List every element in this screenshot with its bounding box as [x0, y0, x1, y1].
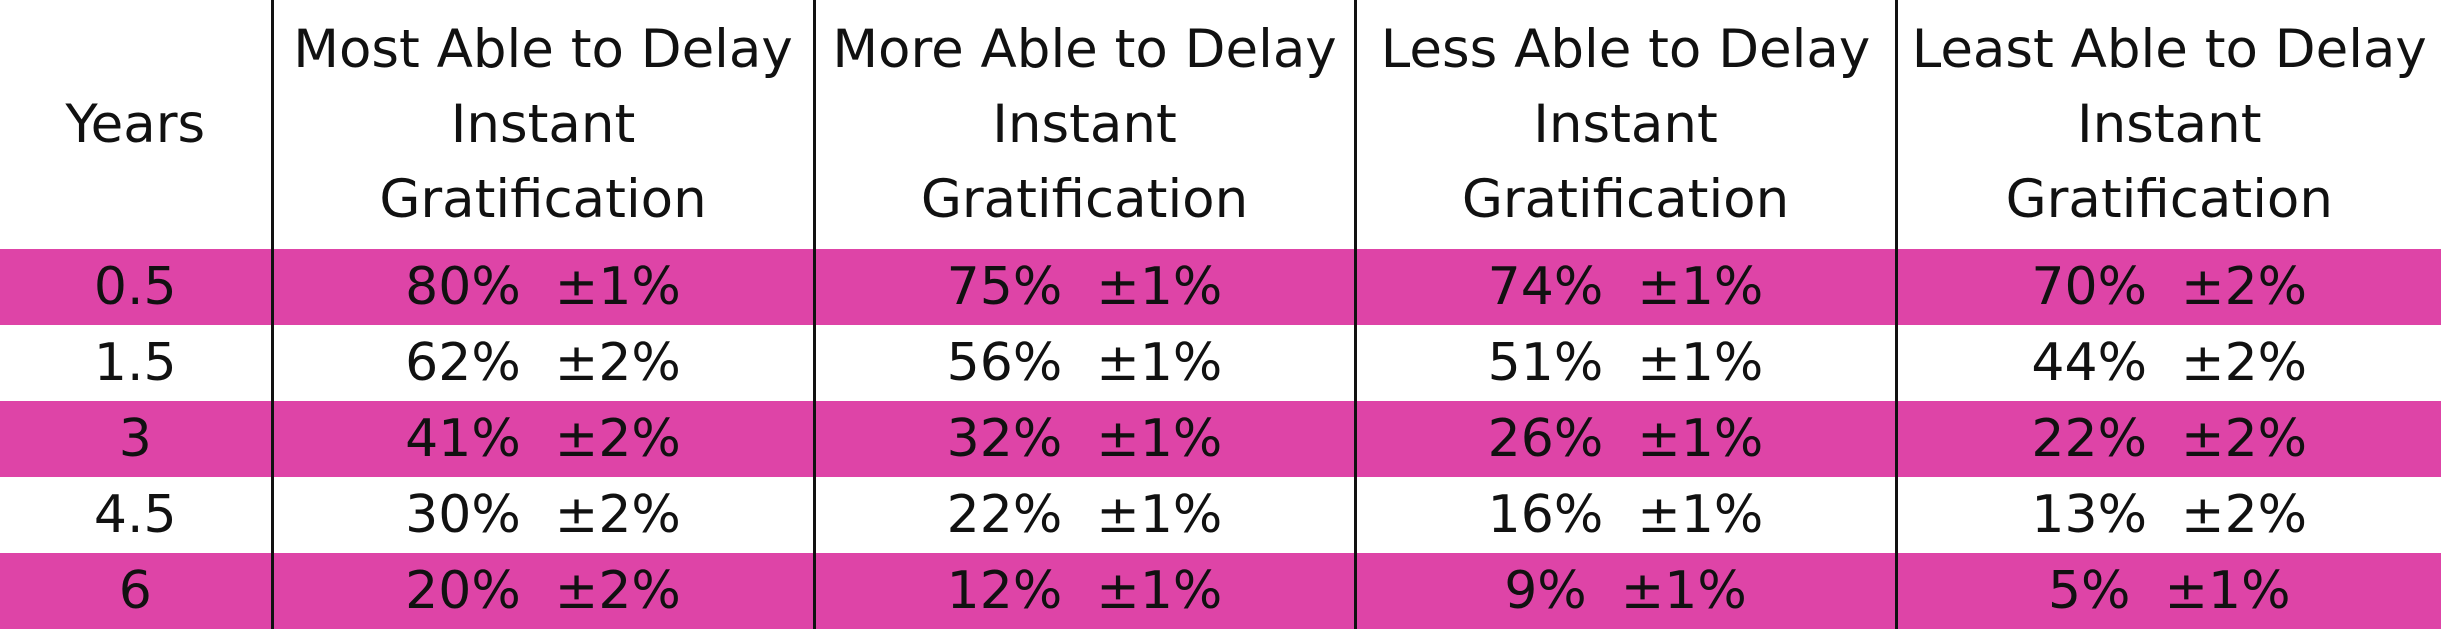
- cell-value: 26%: [1487, 409, 1604, 469]
- data-cell: 41% ±2%: [270, 401, 814, 477]
- column-header-most-able: Most Able to Delay Instant Gratification: [270, 0, 814, 249]
- cell-error: ±2%: [554, 561, 681, 621]
- table-row: 3 41% ±2% 32% ±1% 26% ±1% 22% ±2%: [0, 401, 2441, 477]
- cell-error: ±1%: [1096, 333, 1223, 393]
- table-row: 0.5 80% ±1% 75% ±1% 74% ±1% 70% ±2%: [0, 249, 2441, 325]
- cell-value: 62%: [405, 333, 521, 393]
- header-row: Years Most Able to Delay Instant Gratifi…: [0, 0, 2441, 249]
- data-cell: 22% ±2%: [1894, 401, 2441, 477]
- year-cell: 4.5: [0, 477, 272, 553]
- cell-value: 51%: [1487, 333, 1604, 393]
- table-row: 1.5 62% ±2% 56% ±1% 51% ±1% 44% ±2%: [0, 325, 2441, 401]
- cell-error: ±1%: [1637, 409, 1764, 469]
- data-cell: 32% ±1%: [812, 401, 1355, 477]
- data-cell: 22% ±1%: [812, 477, 1355, 553]
- table-row: 4.5 30% ±2% 22% ±1% 16% ±1% 13% ±2%: [0, 477, 2441, 553]
- cell-error: ±1%: [1096, 257, 1223, 317]
- year-cell: 0.5: [0, 249, 272, 325]
- cell-value: 70%: [2031, 257, 2147, 317]
- column-header-label: Most Able to Delay Instant Gratification: [293, 19, 793, 230]
- cell-value: 5%: [2047, 561, 2131, 621]
- cell-error: ±1%: [1096, 409, 1223, 469]
- cell-error: ±1%: [1637, 485, 1764, 545]
- cell-error: ±2%: [2181, 333, 2308, 393]
- cell-error: ±1%: [1096, 561, 1223, 621]
- column-header-years: Years: [0, 0, 272, 249]
- data-cell: 16% ±1%: [1353, 477, 1896, 553]
- cell-error: ±2%: [2181, 257, 2308, 317]
- data-cell: 26% ±1%: [1353, 401, 1896, 477]
- column-header-less-able: Less Able to Delay Instant Gratification: [1353, 0, 1896, 249]
- cell-value: 22%: [2031, 409, 2147, 469]
- data-cell: 62% ±2%: [270, 325, 814, 401]
- column-header-least-able: Least Able to Delay Instant Gratificatio…: [1894, 0, 2441, 249]
- cell-error: ±1%: [1096, 485, 1223, 545]
- cell-error: ±2%: [554, 333, 681, 393]
- data-cell: 13% ±2%: [1894, 477, 2441, 553]
- data-cell: 56% ±1%: [812, 325, 1355, 401]
- data-cell: 12% ±1%: [812, 553, 1355, 629]
- cell-error: ±2%: [554, 409, 681, 469]
- column-header-label: Least Able to Delay Instant Gratificatio…: [1911, 19, 2427, 230]
- year-cell: 6: [0, 553, 272, 629]
- cell-value: 30%: [405, 485, 521, 545]
- cell-value: 16%: [1487, 485, 1604, 545]
- data-cell: 75% ±1%: [812, 249, 1355, 325]
- data-cell: 80% ±1%: [270, 249, 814, 325]
- cell-error: ±1%: [554, 257, 681, 317]
- table-row: 6 20% ±2% 12% ±1% 9% ±1% 5% ±1%: [0, 553, 2441, 629]
- cell-error: ±1%: [1637, 257, 1764, 317]
- column-header-label: Less Able to Delay Instant Gratification: [1380, 19, 1871, 230]
- year-cell: 1.5: [0, 325, 272, 401]
- cell-value: 20%: [405, 561, 521, 621]
- cell-error: ±2%: [2181, 409, 2308, 469]
- cell-value: 9%: [1504, 561, 1587, 621]
- data-cell: 5% ±1%: [1894, 553, 2441, 629]
- data-cell: 74% ±1%: [1353, 249, 1896, 325]
- cell-value: 32%: [946, 409, 1063, 469]
- cell-value: 75%: [946, 257, 1063, 317]
- cell-value: 56%: [946, 333, 1063, 393]
- data-cell: 51% ±1%: [1353, 325, 1896, 401]
- cell-error: ±2%: [2181, 485, 2308, 545]
- data-cell: 20% ±2%: [270, 553, 814, 629]
- cell-error: ±2%: [554, 485, 681, 545]
- cell-error: ±1%: [2164, 561, 2291, 621]
- column-header-label: More Able to Delay Instant Gratification: [832, 19, 1337, 230]
- data-cell: 70% ±2%: [1894, 249, 2441, 325]
- cell-value: 80%: [405, 257, 521, 317]
- cell-value: 13%: [2031, 485, 2147, 545]
- cell-error: ±1%: [1637, 333, 1764, 393]
- data-cell: 30% ±2%: [270, 477, 814, 553]
- cell-value: 41%: [405, 409, 521, 469]
- year-cell: 3: [0, 401, 272, 477]
- cell-value: 44%: [2031, 333, 2147, 393]
- data-cell: 44% ±2%: [1894, 325, 2441, 401]
- column-header-label: Years: [65, 94, 206, 155]
- column-header-more-able: More Able to Delay Instant Gratification: [812, 0, 1355, 249]
- cell-error: ±1%: [1620, 561, 1747, 621]
- data-cell: 9% ±1%: [1353, 553, 1896, 629]
- cell-value: 74%: [1487, 257, 1604, 317]
- cell-value: 12%: [946, 561, 1063, 621]
- cell-value: 22%: [946, 485, 1063, 545]
